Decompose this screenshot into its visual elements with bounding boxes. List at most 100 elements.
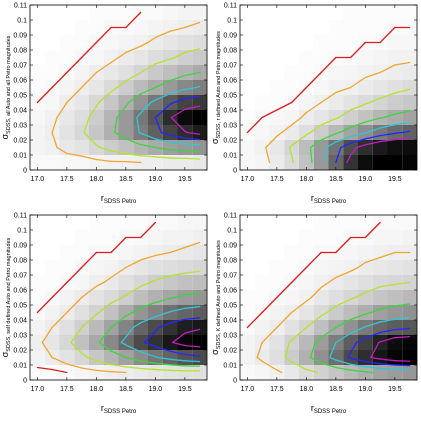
- heatmap-cell: [192, 245, 207, 260]
- y-tick-label: 0.06: [13, 78, 27, 85]
- contour-line: [184, 306, 201, 309]
- heatmap-cell: [30, 155, 45, 170]
- contour-line: [186, 131, 201, 135]
- heatmap-cell: [118, 80, 134, 95]
- contour-line: [169, 74, 186, 82]
- heatmap-cell: [358, 260, 373, 275]
- contour-line: [184, 21, 201, 29]
- y-axis-label-sub: SDSS, r defined Auto and Petro magnitude…: [216, 31, 222, 139]
- contour-line: [349, 103, 367, 111]
- contour-line: [125, 11, 142, 29]
- contour-line: [335, 146, 342, 164]
- heatmap-cell: [402, 65, 417, 80]
- contour-line: [98, 91, 112, 104]
- contour-line: [335, 86, 352, 94]
- heatmap-cell: [269, 335, 285, 350]
- heatmap-cell: [269, 35, 285, 50]
- contour-line: [169, 318, 186, 324]
- contour-line: [95, 158, 112, 162]
- contour-line: [276, 101, 293, 111]
- heatmap-cell: [387, 275, 403, 290]
- y-tick-label: 0.01: [223, 153, 237, 160]
- contour-line: [169, 141, 186, 145]
- contour-line: [116, 80, 127, 89]
- heatmap-cell: [162, 320, 178, 335]
- contour-line: [88, 105, 98, 119]
- contour-line: [335, 135, 352, 143]
- heatmap-cell: [299, 125, 314, 140]
- x-axis-label-main: r: [311, 403, 314, 413]
- x-tick-label: 17.0: [241, 386, 255, 393]
- heatmap-cell: [133, 215, 148, 230]
- heatmap-cell: [118, 320, 134, 335]
- heatmap-cell: [299, 230, 314, 245]
- y-tick-label: 0.03: [13, 123, 27, 130]
- contour-line: [329, 341, 337, 359]
- heatmap-cell: [299, 290, 314, 305]
- heatmap-cell: [269, 350, 285, 365]
- heatmap-cell: [358, 95, 373, 110]
- contour-line: [364, 321, 381, 328]
- heatmap-cell: [372, 155, 388, 170]
- contour-line: [110, 350, 127, 359]
- heatmap-cell: [284, 155, 299, 170]
- contour-line: [347, 351, 352, 359]
- heatmap-cell: [313, 80, 329, 95]
- heatmap-cell: [269, 305, 285, 320]
- contour-line: [184, 344, 201, 348]
- contour-line: [320, 117, 337, 126]
- x-tick-label: 18.0: [300, 176, 314, 183]
- heatmap-cell: [328, 110, 344, 125]
- heatmap-cell: [162, 80, 178, 95]
- heatmap-cell: [44, 230, 60, 245]
- y-tick-label: 0.05: [13, 303, 27, 310]
- heatmap-cell: [30, 65, 45, 80]
- contour-line: [95, 61, 112, 74]
- y-tick-label: 0.09: [223, 33, 237, 40]
- x-tick-label: 17.5: [270, 386, 284, 393]
- contour-line: [246, 311, 263, 329]
- heatmap-cell: [254, 5, 270, 20]
- heatmap-cell: [313, 290, 329, 305]
- heatmap-cell: [358, 20, 373, 35]
- heatmap-cell: [387, 95, 403, 110]
- heatmap-cell: [162, 35, 178, 50]
- contour-line: [169, 56, 176, 60]
- heatmap-cell: [177, 125, 193, 140]
- heatmap-cell: [387, 140, 403, 155]
- heatmap-cell: [59, 245, 75, 260]
- heatmap-cell: [44, 50, 60, 65]
- heatmap-cell: [89, 140, 104, 155]
- heatmap-cell: [192, 5, 207, 20]
- heatmap-cell: [358, 335, 373, 350]
- heatmap-cell: [89, 365, 104, 380]
- heatmap-cell: [299, 215, 314, 230]
- heatmap-cell: [254, 65, 270, 80]
- plot-frame: [29, 214, 208, 381]
- heatmap-cell: [372, 305, 388, 320]
- heatmap-cell: [89, 290, 104, 305]
- heatmap-cell: [30, 20, 45, 35]
- heatmap-cell: [372, 95, 388, 110]
- heatmap-cell: [44, 35, 60, 50]
- contour-line: [394, 281, 411, 286]
- x-tick-label: 18.5: [329, 386, 343, 393]
- x-tick-label: 18.0: [300, 386, 314, 393]
- contour-line: [349, 341, 358, 354]
- contour-line: [169, 272, 186, 277]
- heatmap-cell: [162, 290, 178, 305]
- heatmap-cell: [192, 110, 207, 125]
- heatmap-cell: [240, 365, 255, 380]
- heatmap-cell: [254, 155, 270, 170]
- contour-line: [184, 71, 201, 77]
- heatmap-cell: [343, 20, 358, 35]
- contour-line: [195, 85, 201, 89]
- plot-frame: [239, 214, 418, 381]
- contour-line: [335, 236, 352, 254]
- contour-line: [154, 356, 159, 359]
- heatmap-cell: [313, 35, 329, 50]
- heatmap-cell: [387, 260, 403, 275]
- y-tick-label: 0.11: [14, 3, 27, 10]
- heatmap-cell: [177, 35, 193, 50]
- heatmap-cell: [118, 140, 134, 155]
